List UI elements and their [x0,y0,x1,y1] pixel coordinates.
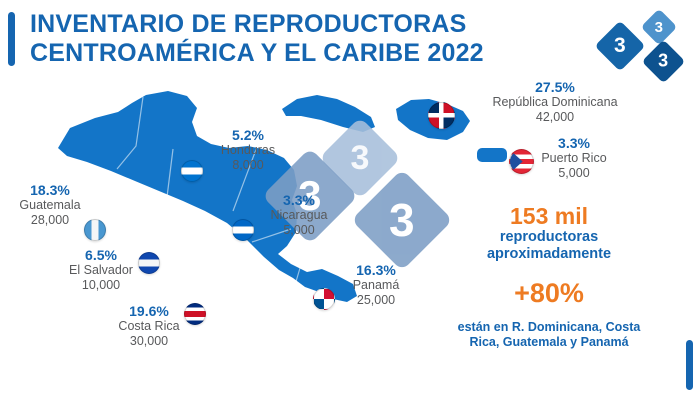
country-label-el-salvador: 6.5% El Salvador 10,000 [55,248,147,293]
dominican-republic-flag-icon [428,102,455,129]
bottom-right-accent-bar [686,340,693,390]
panama-flag-icon [313,288,335,310]
guatemala-flag-icon [84,219,106,241]
country-name: Guatemala [19,198,81,212]
country-percent: 3.3% [558,135,590,151]
country-count: 10,000 [81,278,121,292]
country-count: 28,000 [30,213,70,227]
country-name: Nicaragua [270,208,328,222]
summary-panel: 153 mil reproductoras aproximadamente +8… [450,203,648,350]
country-borders [116,96,301,286]
country-count: 25,000 [356,293,396,307]
highlight-value: +80% [514,278,584,308]
puerto-rico-flag-icon [509,149,534,174]
country-percent: 6.5% [85,247,117,263]
costa-rica-flag-icon [184,303,206,325]
cuba-island [282,95,375,132]
country-count: 5,000 [283,223,315,237]
country-label-republica-dominicana: 27.5% República Dominicana 42,000 [466,80,644,125]
country-count: 42,000 [535,110,575,124]
title-line-1: INVENTARIO DE REPRODUCTORAS [30,10,467,38]
watermark-digit: 3 [350,138,370,177]
country-name: Honduras [220,143,276,157]
country-count: 8,000 [232,158,264,172]
nicaragua-flag-icon [232,219,254,241]
country-name: Puerto Rico [541,151,607,165]
total-caption-line-1: reproductoras [499,229,599,245]
country-label-costa-rica: 19.6% Costa Rica 30,000 [103,304,195,349]
mainland-central-america [58,91,357,302]
country-count: 30,000 [129,334,169,348]
page-title: INVENTARIO DE REPRODUCTORAS CENTROAMÉRIC… [30,10,484,68]
country-label-guatemala: 18.3% Guatemala 28,000 [4,183,96,228]
watermark-digit: 3 [389,194,415,246]
title-line-2: CENTROAMÉRICA Y EL CARIBE 2022 [30,39,484,67]
country-count: 5,000 [558,166,590,180]
country-label-puerto-rico: 3.3% Puerto Rico 5,000 [520,136,628,181]
country-label-nicaragua: 3.3% Nicaragua 5,000 [253,193,345,238]
country-label-panama: 16.3% Panamá 25,000 [330,263,422,308]
country-name: El Salvador [69,263,133,277]
country-name: República Dominicana [492,95,618,109]
highlight-caption: están en R. Dominicana, Costa Rica, Guat… [457,320,641,349]
country-percent: 19.6% [129,303,169,319]
country-label-honduras: 5.2% Honduras 8,000 [203,128,293,173]
country-name: Costa Rica [118,319,180,333]
total-caption-line-2: aproximadamente [486,246,612,262]
top-left-accent-bar [8,12,15,66]
country-percent: 18.3% [30,182,70,198]
country-percent: 27.5% [535,79,575,95]
country-name: Panamá [352,278,400,292]
total-value: 153 mil [510,203,588,229]
country-percent: 16.3% [356,262,396,278]
country-percent: 3.3% [283,192,315,208]
el-salvador-flag-icon [138,252,160,274]
country-percent: 5.2% [232,127,264,143]
puerto-rico-island [477,148,507,162]
honduras-flag-icon [181,160,203,182]
